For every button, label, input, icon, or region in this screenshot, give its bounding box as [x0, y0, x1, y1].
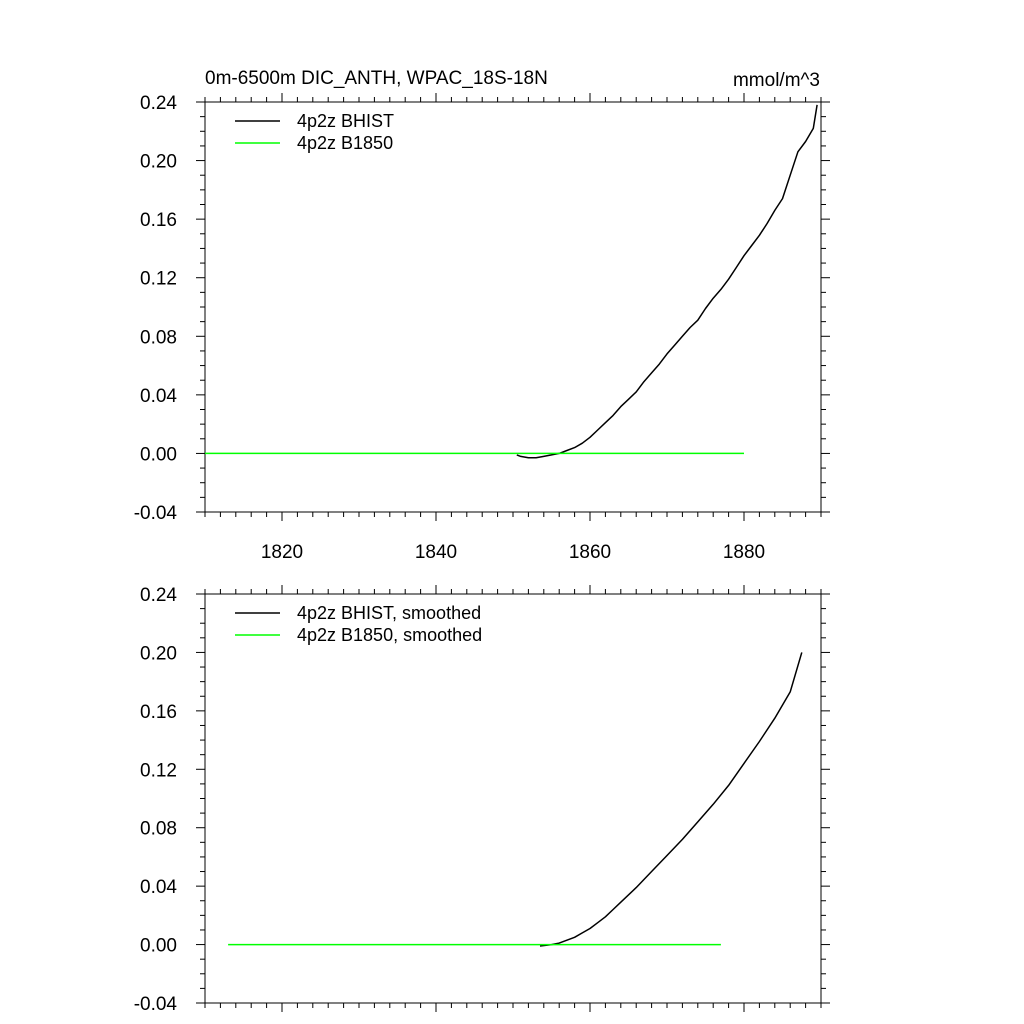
axis-ticks — [196, 585, 830, 1012]
y-tick-labels: -0.04 0.00 0.04 0.08 0.12 0.16 0.20 0.24 — [134, 585, 178, 1015]
y-tick-labels: -0.04 0.00 0.04 0.08 0.12 0.16 0.20 0.24 — [134, 93, 178, 524]
y-tick-label: 0.24 — [140, 585, 177, 606]
legend-label: 4p2z BHIST, smoothed — [297, 603, 481, 623]
chart-title: 0m-6500m DIC_ANTH, WPAC_18S-18N — [205, 68, 548, 89]
y-tick-label: 0.08 — [140, 819, 177, 840]
legend-label: 4p2z B1850, smoothed — [297, 625, 482, 645]
x-tick-label: 1880 — [723, 542, 765, 563]
y-tick-label: 0.16 — [140, 702, 177, 723]
plot-frame — [204, 101, 822, 513]
y-tick-label: -0.04 — [134, 503, 178, 524]
axis-ticks — [196, 93, 830, 521]
legend-label: 4p2z B1850 — [297, 133, 393, 153]
x-tick-labels: 1820 1840 1860 1880 — [261, 542, 765, 563]
series-lines — [205, 104, 818, 459]
y-tick-label: -0.04 — [134, 994, 178, 1015]
y-tick-label: 0.20 — [140, 152, 177, 173]
x-tick-label: 1840 — [415, 542, 457, 563]
plot-frame — [204, 593, 822, 1004]
series-line-0 — [539, 652, 803, 947]
y-tick-label: 0.04 — [140, 386, 177, 407]
y-tick-label: 0.12 — [140, 269, 177, 290]
y-tick-label: 0.16 — [140, 210, 177, 231]
units-label: mmol/m^3 — [733, 70, 820, 91]
y-tick-label: 0.20 — [140, 643, 177, 664]
y-tick-label: 0.00 — [140, 936, 177, 957]
y-tick-label: 0.00 — [140, 444, 177, 465]
bottom-panel: -0.04 0.00 0.04 0.08 0.12 0.16 0.20 0.24 4p2z B… — [134, 585, 830, 1015]
series-lines — [228, 652, 803, 947]
y-tick-label: 0.24 — [140, 93, 177, 114]
x-tick-label: 1820 — [261, 542, 303, 563]
series-line-0 — [516, 104, 818, 459]
y-tick-label: 0.04 — [140, 877, 177, 898]
x-tick-label: 1860 — [569, 542, 611, 563]
top-panel: 0m-6500m DIC_ANTH, WPAC_18S-18N mmol/m^3… — [134, 68, 830, 563]
y-tick-label: 0.12 — [140, 760, 177, 781]
y-tick-label: 0.08 — [140, 327, 177, 348]
legend-label: 4p2z BHIST — [297, 111, 394, 131]
